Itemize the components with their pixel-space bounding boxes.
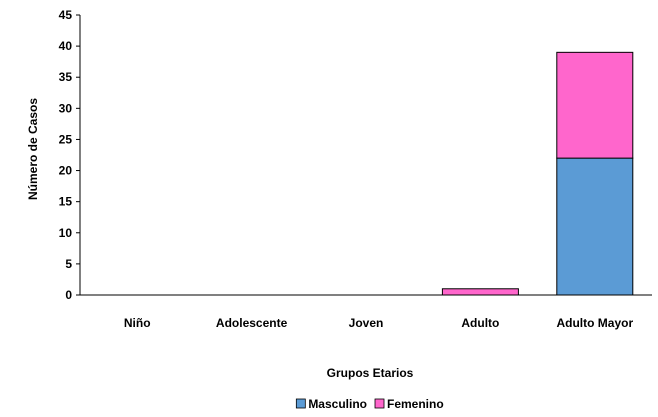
bars: [441, 51, 634, 296]
y-tick-label: 20: [59, 164, 73, 178]
y-tick-label: 0: [65, 288, 72, 302]
bar-femenino: [556, 51, 634, 159]
legend-label: Femenino: [387, 397, 444, 411]
x-tick-label: Adulto Mayor: [556, 316, 633, 330]
bar-femenino: [441, 288, 519, 296]
y-tick-label: 40: [59, 39, 73, 53]
x-tick-label: Adolescente: [216, 316, 288, 330]
y-tick-label: 35: [59, 70, 73, 84]
y-tick-label: 10: [59, 226, 73, 240]
x-axis-title: Grupos Etarios: [327, 366, 414, 380]
legend: Masculino Femenino: [295, 397, 444, 411]
legend-label: Masculino: [308, 397, 367, 411]
y-tick-label: 25: [59, 132, 73, 146]
x-tick-label: Adulto: [461, 316, 499, 330]
y-tick-label: 45: [59, 8, 73, 22]
y-tick-label: 15: [59, 195, 73, 209]
bar-masculino: [556, 157, 634, 296]
y-tick-label: 5: [65, 257, 72, 271]
y-axis: 0 5 10 15 20 25 30 35 40 45: [59, 8, 81, 302]
x-axis: Niño Adolescente Joven Adulto Adulto Mayor: [80, 294, 652, 330]
x-tick-label: Joven: [349, 316, 384, 330]
x-tick-label: Niño: [124, 316, 151, 330]
legend-swatch: [374, 398, 385, 409]
legend-swatch: [295, 398, 306, 409]
y-tick-label: 30: [59, 101, 73, 115]
y-axis-title: Número de Casos: [26, 98, 40, 200]
